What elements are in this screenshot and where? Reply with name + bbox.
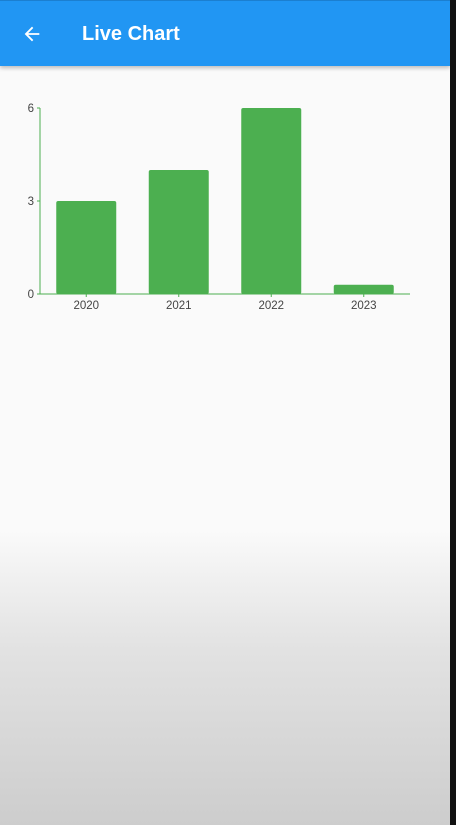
bar xyxy=(333,284,394,294)
x-tick-label: 2022 xyxy=(258,300,284,312)
app-bar: Live Chart xyxy=(0,0,450,66)
y-tick-label: 6 xyxy=(28,103,34,115)
screen-edge xyxy=(450,0,456,825)
page-title: Live Chart xyxy=(82,23,180,45)
bar xyxy=(241,108,302,294)
y-tick-label: 0 xyxy=(28,289,34,301)
y-tick-label: 3 xyxy=(28,196,34,208)
x-tick-label: 2020 xyxy=(73,300,99,312)
back-button[interactable] xyxy=(10,14,54,54)
x-tick-label: 2021 xyxy=(166,300,192,312)
arrow-left-icon xyxy=(24,26,40,42)
bar xyxy=(56,201,117,294)
x-tick-label: 2023 xyxy=(351,300,377,312)
chart-svg: 0 3 6 2020 2021 2022 2023 xyxy=(28,103,410,312)
bar xyxy=(148,170,209,294)
bar-chart: 0 3 6 2020 2021 2022 2023 xyxy=(0,90,450,330)
